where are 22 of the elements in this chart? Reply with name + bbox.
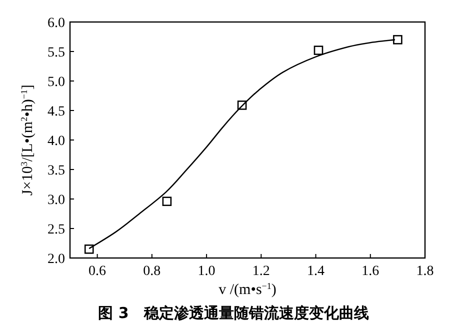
point [162,196,172,206]
y-tick-label: 4.5 [48,104,65,120]
y-tick-label: 5.5 [48,46,65,60]
x-tick-label: 0.6 [88,264,106,279]
y-tick-label: 2.0 [48,252,65,267]
y-tick-label: 4.0 [48,134,65,149]
x-tick-label: 1.6 [362,264,380,279]
x-tick-label: 1.2 [252,264,270,279]
y-tick-label: 3.0 [48,193,65,208]
y-tick-label: 6.0 [48,16,65,31]
x-tick-label: 1.0 [198,264,216,279]
point [393,35,402,44]
y-tick-label: 3.5 [48,164,65,178]
y-tick-label: 5.0 [48,75,65,90]
x-axis-title: v /(m•s$^{−1}$) [218,281,276,298]
x-tick-label: 0.8 [143,264,161,279]
y-tick-label: 2.5 [48,222,65,238]
x-tick-label: 1.4 [307,264,325,279]
point [84,244,94,254]
x-tick-label: 1.8 [416,264,434,279]
text: 图 3 稳定渗透通量随错流速度变化曲线 [98,304,369,322]
point [314,46,324,55]
